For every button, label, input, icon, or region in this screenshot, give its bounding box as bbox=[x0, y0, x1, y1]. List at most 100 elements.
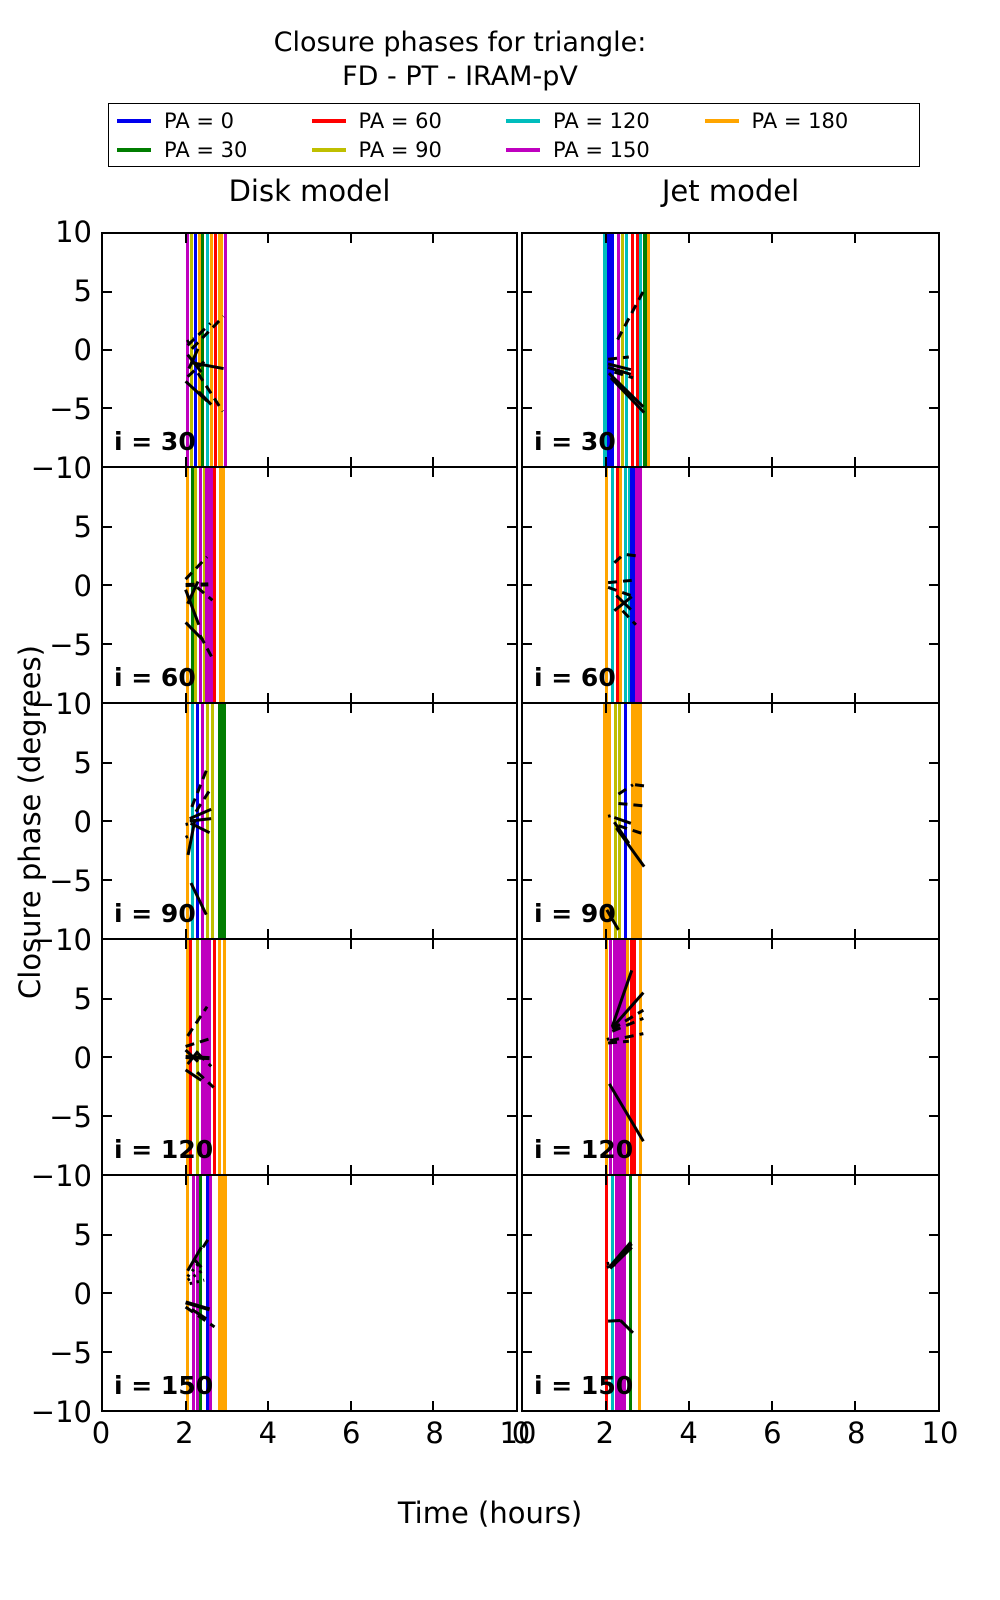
vline-pa0 bbox=[630, 468, 638, 702]
tick-mark bbox=[267, 693, 270, 702]
tick-mark bbox=[854, 929, 856, 938]
vline-pa60 bbox=[615, 468, 619, 702]
closure-phase-segment bbox=[616, 286, 647, 341]
closure-phase-segment bbox=[189, 882, 208, 916]
tick-mark bbox=[929, 584, 938, 586]
y-tick-label: −5 bbox=[49, 628, 92, 662]
closure-phase-segment bbox=[607, 362, 632, 372]
x-tick-label: 10 bbox=[921, 1416, 959, 1450]
vline-pa60 bbox=[635, 234, 639, 466]
tick-mark bbox=[507, 1114, 516, 1117]
closure-phase-segment bbox=[184, 1068, 203, 1082]
closure-phase-segment bbox=[184, 833, 192, 839]
tick-mark bbox=[184, 704, 187, 713]
closure-phase-segment bbox=[189, 807, 212, 821]
vline-pa60 bbox=[213, 940, 217, 1174]
tick-mark bbox=[349, 457, 352, 466]
tick-mark bbox=[929, 1056, 938, 1058]
vline-pa30 bbox=[629, 1176, 633, 1410]
panel-ilabel: i = 150 bbox=[534, 1371, 634, 1400]
tick-mark bbox=[854, 693, 856, 702]
tick-mark bbox=[507, 997, 516, 1000]
vline-pa150 bbox=[635, 468, 643, 702]
tick-mark bbox=[184, 1401, 187, 1410]
tick-mark bbox=[688, 457, 690, 466]
tick-mark bbox=[771, 457, 773, 466]
x-tick-label: 10 bbox=[499, 1416, 537, 1450]
y-tick-label: 10 bbox=[55, 215, 92, 249]
y-tick-label: 5 bbox=[73, 510, 92, 544]
closure-phase-segment bbox=[611, 991, 645, 1029]
x-tick-label: 6 bbox=[763, 1416, 782, 1450]
tick-mark bbox=[605, 1401, 607, 1410]
tick-mark bbox=[605, 704, 607, 713]
vline-pa180 bbox=[637, 1176, 641, 1410]
vline-pa180 bbox=[185, 704, 189, 938]
y-tick-label: −10 bbox=[30, 1395, 92, 1429]
closure-phase-segment bbox=[607, 813, 614, 818]
closure-phase-segment bbox=[185, 582, 209, 587]
tick-mark bbox=[771, 468, 773, 477]
vline-pa180 bbox=[626, 940, 630, 1174]
tick-mark bbox=[507, 525, 516, 528]
closure-phase-segment bbox=[607, 372, 645, 408]
tick-mark bbox=[184, 693, 187, 702]
closure-phase-segment bbox=[613, 816, 632, 825]
tick-mark bbox=[523, 1114, 532, 1117]
vline-pa180 bbox=[604, 940, 608, 1174]
vline-pa30 bbox=[223, 704, 227, 938]
tick-mark bbox=[432, 693, 435, 702]
vline-pa120 bbox=[610, 1176, 614, 1410]
tick-mark bbox=[103, 407, 112, 409]
vline-pa0 bbox=[205, 1176, 209, 1410]
tick-mark bbox=[523, 1292, 532, 1294]
tick-mark bbox=[267, 1176, 270, 1185]
tick-mark bbox=[507, 291, 516, 293]
vline-pa150 bbox=[616, 234, 620, 466]
legend-item: PA = 150 bbox=[506, 135, 705, 164]
tick-mark bbox=[771, 1401, 773, 1410]
tick-mark bbox=[771, 929, 773, 938]
tick-mark bbox=[507, 1292, 516, 1294]
tick-mark bbox=[349, 1401, 352, 1410]
tick-mark bbox=[929, 642, 938, 645]
tick-mark bbox=[929, 1114, 938, 1117]
legend-label: PA = 0 bbox=[164, 108, 234, 133]
tick-mark bbox=[507, 820, 516, 822]
vline-pa150 bbox=[198, 468, 202, 702]
x-tick-label: 8 bbox=[425, 1416, 444, 1450]
legend-label: PA = 30 bbox=[164, 137, 248, 162]
vline-pa30 bbox=[643, 234, 647, 466]
closure-phase-segment bbox=[186, 360, 206, 378]
panel-ilabel: i = 90 bbox=[534, 899, 616, 928]
closure-phase-segment bbox=[186, 580, 200, 605]
legend-swatch bbox=[117, 147, 151, 152]
vline-pa120 bbox=[639, 234, 643, 466]
tick-mark bbox=[854, 1176, 856, 1185]
vline-pa180 bbox=[631, 704, 640, 938]
tick-mark bbox=[507, 1350, 516, 1353]
tick-mark bbox=[523, 291, 532, 293]
legend-label: PA = 180 bbox=[751, 108, 849, 133]
tick-mark bbox=[507, 761, 516, 764]
closure-phase-segment bbox=[185, 1036, 212, 1048]
tick-mark bbox=[688, 1165, 690, 1174]
x-tick-label: 8 bbox=[846, 1416, 866, 1450]
tick-mark bbox=[854, 1165, 856, 1174]
panel-jet-i120: i = 120 bbox=[521, 940, 940, 1176]
vline-pa150 bbox=[209, 1176, 213, 1410]
closure-phase-segment bbox=[196, 1071, 215, 1089]
tick-mark bbox=[929, 525, 938, 528]
tick-mark bbox=[432, 468, 435, 477]
x-tick-label: 2 bbox=[595, 1416, 615, 1450]
panel-ilabel: i = 30 bbox=[534, 427, 616, 456]
tick-mark bbox=[854, 468, 856, 477]
tick-mark bbox=[432, 457, 435, 466]
tick-mark bbox=[103, 997, 112, 1000]
tick-mark bbox=[103, 1114, 112, 1117]
y-tick-label: 0 bbox=[73, 1041, 92, 1075]
legend-label: PA = 150 bbox=[553, 137, 650, 162]
legend-item: PA = 60 bbox=[311, 106, 507, 135]
chart-title-line1: Closure phases for triangle: bbox=[273, 27, 647, 58]
